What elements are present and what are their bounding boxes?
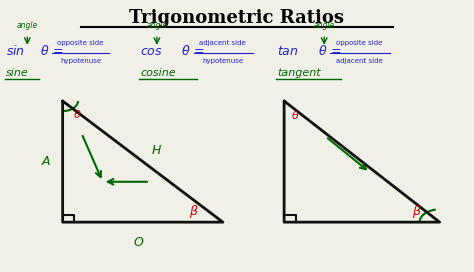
Text: $\mathit{tan}$: $\mathit{tan}$: [277, 45, 299, 58]
Text: $\mathit{sin}$: $\mathit{sin}$: [6, 44, 25, 58]
Text: adjacent side: adjacent side: [200, 40, 246, 46]
Text: $\theta$: $\theta$: [182, 44, 191, 58]
Text: =: =: [194, 45, 204, 58]
Text: opposite side: opposite side: [57, 40, 104, 46]
Text: angle: angle: [314, 21, 335, 30]
Text: $\beta$: $\beta$: [412, 203, 422, 220]
Text: $\theta$: $\theta$: [291, 109, 300, 121]
Text: hypotenuse: hypotenuse: [60, 58, 101, 64]
Text: $\mathit{cos}$: $\mathit{cos}$: [140, 45, 163, 58]
Text: cosine: cosine: [140, 68, 176, 78]
Text: sine: sine: [6, 68, 29, 78]
Text: hypotenuse: hypotenuse: [202, 58, 244, 64]
Text: Trigonometric Ratios: Trigonometric Ratios: [129, 10, 345, 27]
Text: =: =: [52, 45, 63, 58]
Text: $\theta$: $\theta$: [73, 108, 82, 120]
Text: H: H: [151, 144, 161, 157]
Text: angle: angle: [17, 21, 38, 30]
Text: tangent: tangent: [277, 68, 321, 78]
Text: angle: angle: [146, 21, 167, 30]
Text: adjacent side: adjacent side: [336, 58, 383, 64]
Text: $\theta$: $\theta$: [318, 44, 328, 58]
Text: =: =: [330, 45, 341, 58]
Text: $\beta$: $\beta$: [189, 203, 199, 220]
Text: O: O: [133, 236, 143, 249]
Text: $\theta$: $\theta$: [40, 44, 49, 58]
Text: A: A: [41, 155, 50, 168]
Text: opposite side: opposite side: [337, 40, 383, 46]
